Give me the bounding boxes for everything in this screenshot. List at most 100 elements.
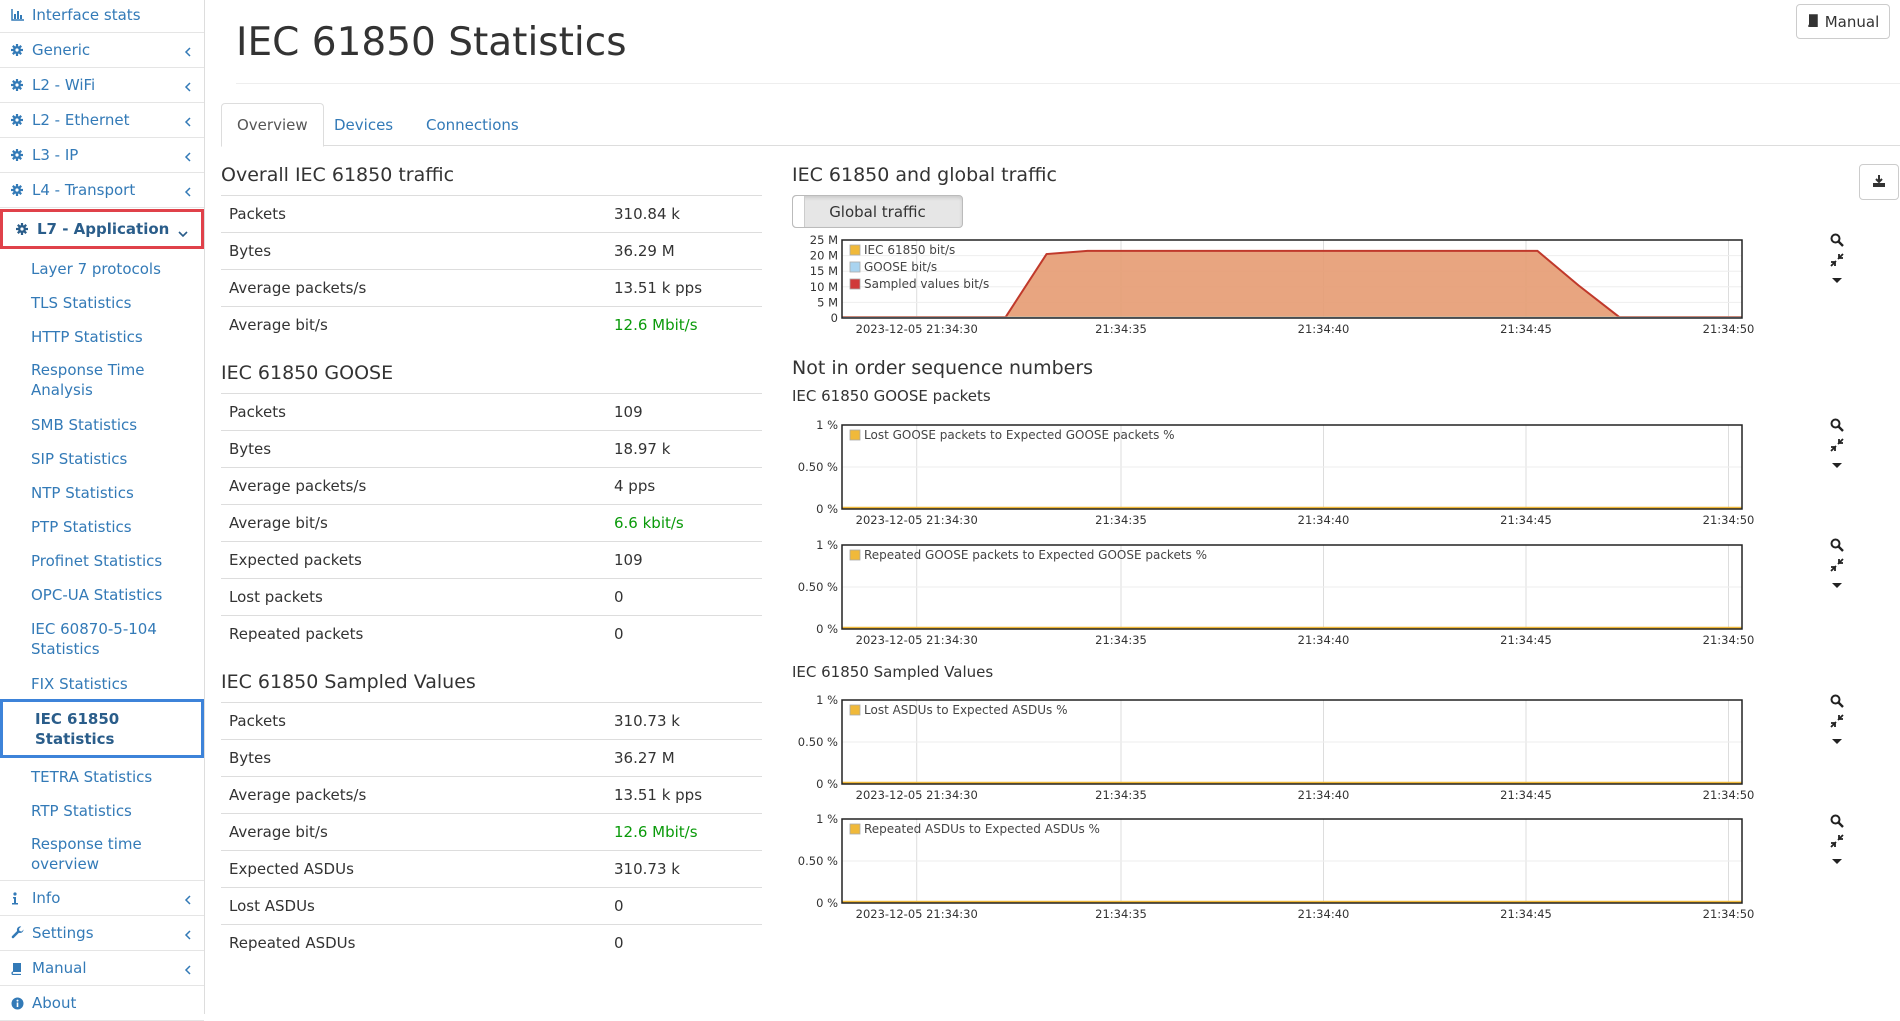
- overall-table: Packets 310.84 k Bytes 36.29 M Average p…: [221, 195, 762, 344]
- sidebar-sub-fix-statistics[interactable]: FIX Statistics: [31, 675, 128, 693]
- tab-connections[interactable]: Connections: [426, 115, 519, 134]
- zoom-icon[interactable]: [1830, 417, 1850, 437]
- download-button[interactable]: [1859, 164, 1899, 200]
- book-icon: [1807, 13, 1819, 31]
- sidebar-item-label: About: [32, 994, 77, 1012]
- chevron-left-icon: [184, 926, 191, 944]
- reset-zoom-icon[interactable]: [1830, 833, 1850, 853]
- zoom-icon[interactable]: [1830, 232, 1850, 252]
- sidebar-sub-tetra-statistics[interactable]: TETRA Statistics: [31, 768, 153, 786]
- global-traffic-toggle[interactable]: Global traffic: [792, 195, 963, 228]
- sidebar-sub-rtp-statistics[interactable]: RTP Statistics: [31, 802, 132, 820]
- x-tick-label: 21:34:45: [1500, 513, 1552, 527]
- caret-down-icon[interactable]: [1830, 853, 1850, 873]
- nios-heading: Not in order sequence numbers: [792, 357, 1094, 379]
- goose-packets-heading: IEC 61850 GOOSE packets: [792, 387, 991, 405]
- sidebar-item-l7-application[interactable]: L7 - Application: [0, 209, 204, 249]
- reset-zoom-icon[interactable]: [1830, 437, 1850, 457]
- stat-value: 310.73 k: [606, 702, 762, 740]
- zoom-icon[interactable]: [1830, 537, 1850, 557]
- sidebar-sub-tls-statistics[interactable]: TLS Statistics: [31, 294, 132, 312]
- stat-value: 310.84 k: [606, 195, 762, 233]
- table-row: Repeated packets 0: [221, 615, 762, 653]
- sidebar-sub-ptp-statistics[interactable]: PTP Statistics: [31, 518, 132, 536]
- sidebar-item-label: Manual: [32, 959, 87, 977]
- plot-frame: [841, 544, 1743, 630]
- zoom-icon[interactable]: [1830, 813, 1850, 833]
- sidebar-item-manual[interactable]: Manual: [0, 951, 204, 986]
- sidebar-item-l2-ethernet[interactable]: L2 - Ethernet: [0, 103, 204, 138]
- sidebar-item-info[interactable]: Info: [0, 881, 204, 916]
- caret-down-icon[interactable]: [1830, 577, 1850, 597]
- plot-frame: [841, 818, 1743, 904]
- sidebar-item-about[interactable]: About: [0, 986, 204, 1021]
- stat-value: 0: [606, 924, 762, 962]
- reset-zoom-icon[interactable]: [1830, 713, 1850, 733]
- sidebar-sub-ntp-statistics[interactable]: NTP Statistics: [31, 484, 134, 502]
- x-tick-label: 2023-12-05 21:34:30: [856, 322, 978, 336]
- sidebar-item-generic[interactable]: Generic: [0, 33, 204, 68]
- x-tick-label: 21:34:35: [1095, 788, 1147, 802]
- table-row: Expected packets 109: [221, 541, 762, 579]
- sidebar-sub-response-time-analysis[interactable]: Response Time Analysis: [31, 361, 145, 399]
- sidebar-divider: [0, 880, 204, 881]
- legend-swatch: [849, 549, 861, 561]
- caret-down-icon[interactable]: [1830, 733, 1850, 753]
- sidebar-item-l2-wifi[interactable]: L2 - WiFi: [0, 68, 204, 103]
- main-content: IEC 61850 Statistics Manual Overview Dev…: [221, 0, 1900, 1014]
- stat-value: 36.29 M: [606, 232, 762, 270]
- sidebar-item-settings[interactable]: Settings: [0, 916, 204, 951]
- sidebar-item-l3-ip[interactable]: L3 - IP: [0, 138, 204, 173]
- sidebar-sub-response-time-overview[interactable]: Response time overview: [31, 835, 142, 873]
- stat-value: 18.97 k: [606, 430, 762, 468]
- legend-label: IEC 61850 bit/s: [864, 243, 955, 257]
- traffic-chart: 0 5 M10 M 15 M20 M 25 M 2023-12-05 21:34:30 2…: [810, 233, 1755, 336]
- sidebar-item-l4-transport[interactable]: L4 - Transport: [0, 173, 204, 208]
- reset-zoom-icon[interactable]: [1830, 557, 1850, 577]
- page-title: IEC 61850 Statistics: [236, 20, 627, 65]
- sidebar-sub-profinet-statistics[interactable]: Profinet Statistics: [31, 552, 163, 570]
- x-tick-label: 21:34:40: [1298, 513, 1350, 527]
- manual-button[interactable]: Manual: [1796, 4, 1890, 39]
- legend-swatch: [849, 704, 861, 716]
- legend-label: Lost GOOSE packets to Expected GOOSE pac…: [864, 428, 1175, 442]
- sampled-values-area: [842, 250, 1742, 318]
- caret-down-icon[interactable]: [1830, 457, 1850, 477]
- tab-overview[interactable]: Overview: [221, 103, 324, 147]
- legend-swatch: [849, 278, 861, 290]
- tab-devices[interactable]: Devices: [334, 115, 394, 134]
- sidebar-sub-layer-7-protocols[interactable]: Layer 7 protocols: [31, 260, 161, 278]
- sidebar-sub-sip-statistics[interactable]: SIP Statistics: [31, 450, 128, 468]
- sidebar-sub-iec-61850-statistics[interactable]: IEC 61850 Statistics: [0, 699, 204, 758]
- gear-icon: [11, 79, 29, 91]
- stat-value: 0: [606, 615, 762, 653]
- chevron-left-icon: [184, 183, 191, 201]
- table-row: Repeated ASDUs 0: [221, 924, 762, 962]
- sampled-heading: IEC 61850 Sampled Values: [221, 671, 476, 693]
- stat-value: 4 pps: [606, 467, 762, 505]
- sidebar-item-label: L2 - Ethernet: [32, 111, 130, 129]
- sidebar-sub-smb-statistics[interactable]: SMB Statistics: [31, 416, 138, 434]
- y-tick-label: 0 %: [816, 502, 838, 516]
- x-tick-label: 21:34:45: [1500, 322, 1552, 336]
- caret-down-icon[interactable]: [1830, 272, 1850, 292]
- x-tick-label: 2023-12-05 21:34:30: [856, 907, 978, 921]
- sidebar-item-interface-stats[interactable]: Interface stats: [0, 0, 204, 33]
- sidebar-item-label: L7 - Application: [37, 220, 170, 238]
- stat-label: Average packets/s: [221, 467, 606, 505]
- info-icon: [11, 891, 29, 905]
- chart-tools: [1830, 693, 1850, 753]
- y-tick-label: 0: [831, 311, 838, 325]
- stat-value: 13.51 k pps: [606, 269, 762, 307]
- reset-zoom-icon[interactable]: [1830, 252, 1850, 272]
- sidebar-sub-http-statistics[interactable]: HTTP Statistics: [31, 328, 143, 346]
- y-tick-label: 15 M: [810, 264, 838, 278]
- sidebar-sub-iec-60870-5-104-statistics[interactable]: IEC 60870-5-104 Statistics: [31, 620, 157, 658]
- stat-label: Bytes: [221, 232, 606, 270]
- sidebar-sub-opc-ua-statistics[interactable]: OPC-UA Statistics: [31, 586, 163, 604]
- sidebar-item-label: Info: [32, 889, 61, 907]
- zoom-icon[interactable]: [1830, 693, 1850, 713]
- x-tick-label: 21:34:40: [1298, 322, 1350, 336]
- chevron-left-icon: [184, 78, 191, 96]
- x-tick-label: 21:34:50: [1703, 633, 1755, 647]
